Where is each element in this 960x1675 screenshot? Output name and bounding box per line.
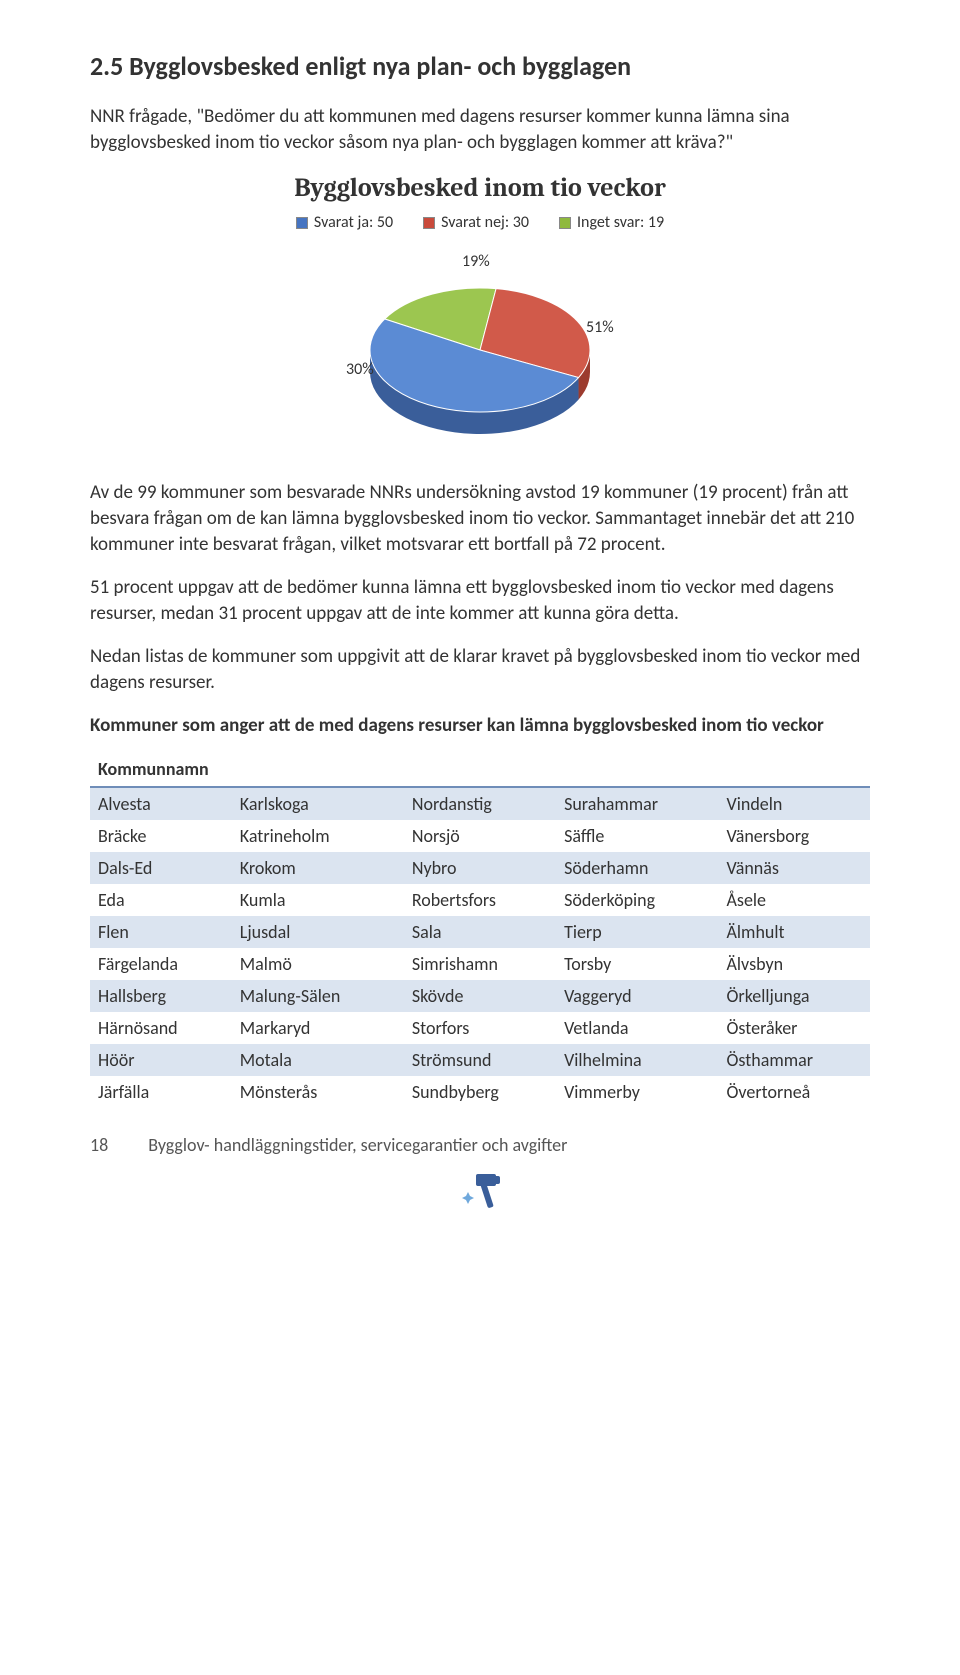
- table-cell: Mönsterås: [232, 1076, 404, 1108]
- table-row: BräckeKatrineholmNorsjöSäffleVänersborg: [90, 820, 870, 852]
- table-cell: Söderhamn: [556, 852, 718, 884]
- legend-item-inget: Inget svar: 19: [559, 213, 664, 232]
- table-cell: Vimmerby: [556, 1076, 718, 1108]
- legend-swatch: [559, 217, 571, 229]
- paragraph-3: 51 procent uppgav att de bedömer kunna l…: [90, 575, 870, 626]
- pie-svg: [310, 250, 650, 450]
- table-cell: Norsjö: [404, 820, 556, 852]
- legend-item-ja: Svarat ja: 50: [296, 213, 393, 232]
- table-cell: Sala: [404, 916, 556, 948]
- page-number: 18: [90, 1134, 108, 1156]
- legend-swatch: [296, 217, 308, 229]
- table-cell: Vaggeryd: [556, 980, 718, 1012]
- table-cell: Kumla: [232, 884, 404, 916]
- table-cell: Övertorneå: [719, 1076, 870, 1108]
- legend-label: Svarat nej: 30: [441, 213, 529, 232]
- table-row: JärfällaMönsteråsSundbybergVimmerbyÖvert…: [90, 1076, 870, 1108]
- page-footer: 18 Bygglov- handläggningstider, serviceg…: [90, 1134, 870, 1156]
- legend-swatch: [423, 217, 435, 229]
- table-cell: Katrineholm: [232, 820, 404, 852]
- table-row: Dals-EdKrokomNybroSöderhamnVännäs: [90, 852, 870, 884]
- table-cell: Flen: [90, 916, 232, 948]
- table-cell: Robertsfors: [404, 884, 556, 916]
- table-cell: Vänersborg: [719, 820, 870, 852]
- table-header: Kommunnamn: [90, 752, 870, 787]
- table-cell: Surahammar: [556, 787, 718, 820]
- section-title: 2.5 Bygglovsbesked enligt nya plan- och …: [90, 50, 870, 82]
- legend-item-nej: Svarat nej: 30: [423, 213, 529, 232]
- table-cell: Torsby: [556, 948, 718, 980]
- table-cell: Färgelanda: [90, 948, 232, 980]
- table-subheading: Kommuner som anger att de med dagens res…: [90, 714, 870, 739]
- pie-wrapper: 19% 51% 30%: [310, 250, 650, 450]
- table-cell: Bräcke: [90, 820, 232, 852]
- table-cell: Simrishamn: [404, 948, 556, 980]
- table-cell: Österåker: [719, 1012, 870, 1044]
- pie-label-30: 30%: [346, 360, 374, 379]
- chart-legend: Svarat ja: 50 Svarat nej: 30 Inget svar:…: [170, 213, 790, 232]
- table-cell: Höör: [90, 1044, 232, 1076]
- paragraph-2: Av de 99 kommuner som besvarade NNRs und…: [90, 480, 870, 557]
- table-cell: Krokom: [232, 852, 404, 884]
- table-cell: Nordanstig: [404, 787, 556, 820]
- table-row: HöörMotalaStrömsundVilhelminaÖsthammar: [90, 1044, 870, 1076]
- table-cell: Åsele: [719, 884, 870, 916]
- legend-label: Inget svar: 19: [577, 213, 664, 232]
- table-row: FlenLjusdalSalaTierpÄlmhult: [90, 916, 870, 948]
- pie-chart: Bygglovsbesked inom tio veckor Svarat ja…: [170, 173, 790, 450]
- chart-title: Bygglovsbesked inom tio veckor: [170, 173, 790, 203]
- table-cell: Söderköping: [556, 884, 718, 916]
- table-cell: Motala: [232, 1044, 404, 1076]
- table-cell: Markaryd: [232, 1012, 404, 1044]
- table-cell: Malung-Sälen: [232, 980, 404, 1012]
- table-cell: Ljusdal: [232, 916, 404, 948]
- table-cell: Strömsund: [404, 1044, 556, 1076]
- table-cell: Järfälla: [90, 1076, 232, 1108]
- table-cell: Härnösand: [90, 1012, 232, 1044]
- table-row: HallsbergMalung-SälenSkövdeVaggerydÖrkel…: [90, 980, 870, 1012]
- table-cell: Hallsberg: [90, 980, 232, 1012]
- table-cell: Alvesta: [90, 787, 232, 820]
- table-cell: Skövde: [404, 980, 556, 1012]
- paragraph-4: Nedan listas de kommuner som uppgivit at…: [90, 644, 870, 695]
- table-cell: Vännäs: [719, 852, 870, 884]
- table-cell: Säffle: [556, 820, 718, 852]
- table-cell: Vetlanda: [556, 1012, 718, 1044]
- footer-text: Bygglov- handläggningstider, servicegara…: [148, 1134, 567, 1156]
- table-cell: Eda: [90, 884, 232, 916]
- table-row: HärnösandMarkarydStorforsVetlandaÖsteråk…: [90, 1012, 870, 1044]
- table-cell: Älvsbyn: [719, 948, 870, 980]
- intro-paragraph: NNR frågade, "Bedömer du att kommunen me…: [90, 104, 870, 155]
- pie-label-51: 51%: [586, 318, 614, 337]
- pie-label-19: 19%: [462, 252, 490, 271]
- table-cell: Sundbyberg: [404, 1076, 556, 1108]
- table-cell: Malmö: [232, 948, 404, 980]
- table-cell: Dals-Ed: [90, 852, 232, 884]
- table-cell: Vilhelmina: [556, 1044, 718, 1076]
- hammer-icon: [450, 1166, 510, 1214]
- table-cell: Nybro: [404, 852, 556, 884]
- table-cell: Tierp: [556, 916, 718, 948]
- table-row: FärgelandaMalmöSimrishamnTorsbyÄlvsbyn: [90, 948, 870, 980]
- legend-label: Svarat ja: 50: [314, 213, 393, 232]
- table-row: AlvestaKarlskogaNordanstigSurahammarVind…: [90, 787, 870, 820]
- table-cell: Örkelljunga: [719, 980, 870, 1012]
- table-cell: Östhammar: [719, 1044, 870, 1076]
- kommun-table: Kommunnamn AlvestaKarlskogaNordanstigSur…: [90, 752, 870, 1108]
- table-cell: Karlskoga: [232, 787, 404, 820]
- table-row: EdaKumlaRobertsforsSöderköpingÅsele: [90, 884, 870, 916]
- table-cell: Älmhult: [719, 916, 870, 948]
- table-body: AlvestaKarlskogaNordanstigSurahammarVind…: [90, 787, 870, 1108]
- table-cell: Storfors: [404, 1012, 556, 1044]
- table-cell: Vindeln: [719, 787, 870, 820]
